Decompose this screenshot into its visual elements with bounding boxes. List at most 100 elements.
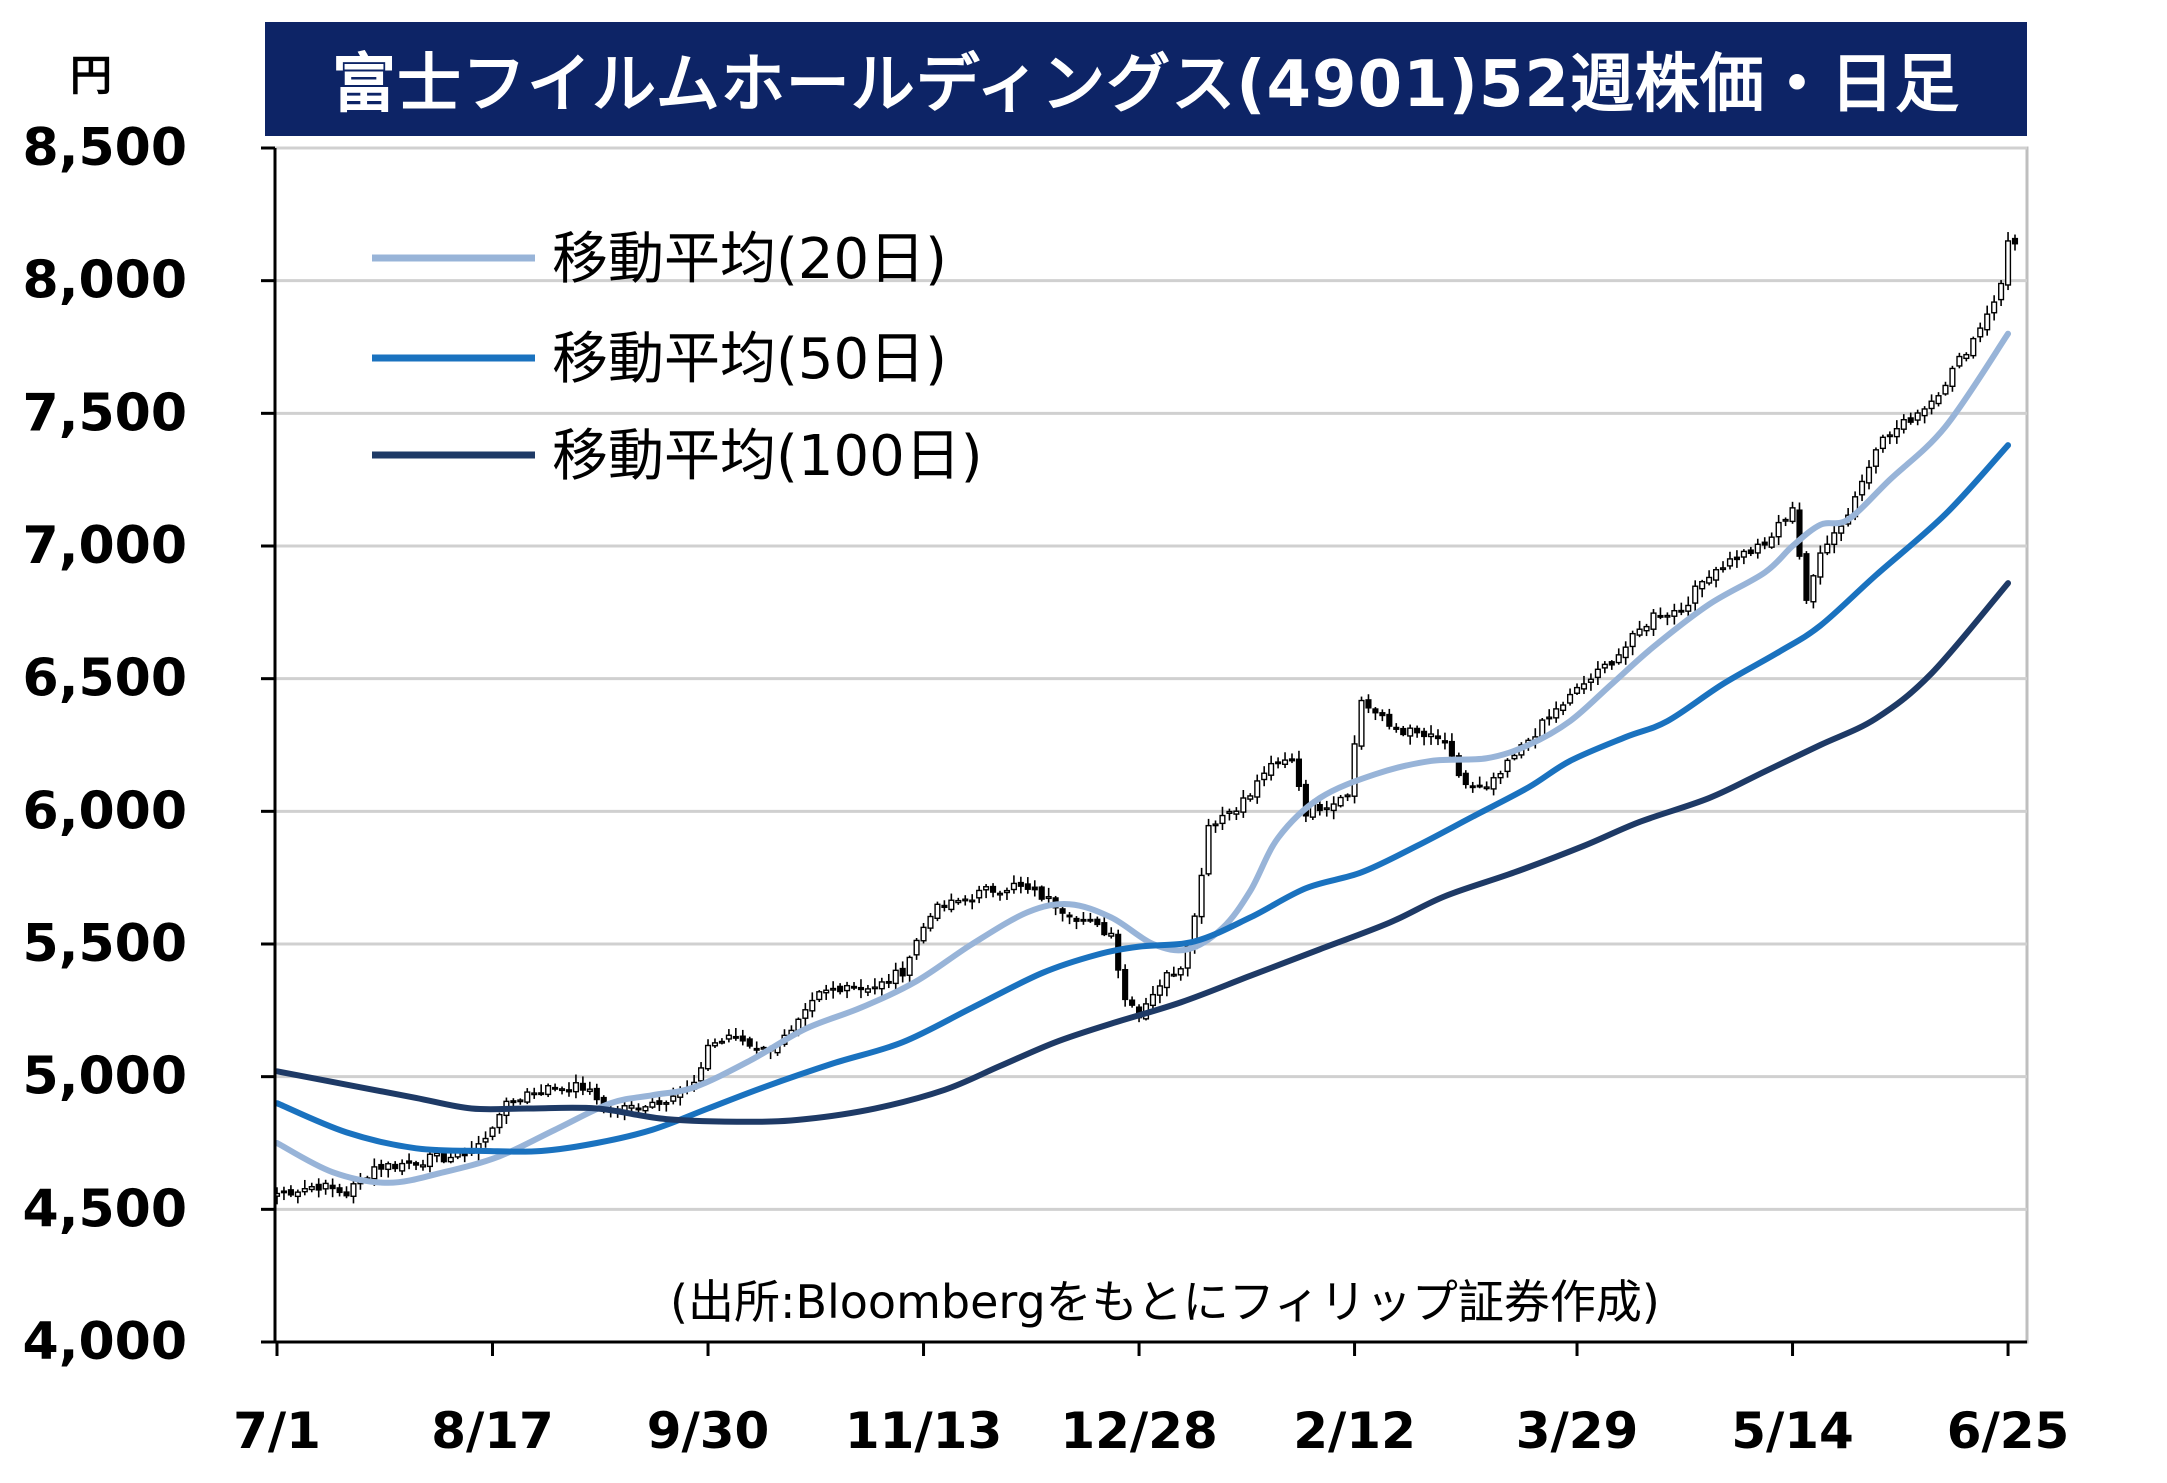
candle-body bbox=[440, 1152, 447, 1163]
candle-body bbox=[1177, 968, 1184, 976]
candle-body bbox=[1031, 886, 1038, 891]
candle-body bbox=[635, 1107, 642, 1111]
candle-body bbox=[948, 899, 955, 911]
candle-body bbox=[558, 1088, 566, 1092]
candle-body bbox=[371, 1166, 378, 1180]
candle-body bbox=[336, 1187, 343, 1194]
candle-body bbox=[1163, 972, 1170, 989]
candle-body bbox=[1129, 999, 1136, 1006]
candle-body bbox=[996, 892, 1004, 896]
candle-body bbox=[1928, 400, 1935, 410]
candle-body bbox=[1754, 543, 1761, 554]
candle-body bbox=[1970, 337, 1977, 357]
y-tick-label: 8,000 bbox=[23, 251, 187, 311]
candle-body bbox=[510, 1100, 517, 1104]
candle-body bbox=[1775, 521, 1782, 538]
candle-body bbox=[1678, 609, 1685, 613]
candle-body bbox=[1212, 823, 1219, 827]
y-tick-label: 4,000 bbox=[23, 1312, 187, 1372]
candle-body bbox=[1024, 883, 1031, 890]
candle-body bbox=[1455, 755, 1462, 777]
x-tick-label: 7/1 bbox=[233, 1402, 321, 1460]
candle-body bbox=[885, 980, 892, 984]
candle-body bbox=[1226, 810, 1233, 814]
candle-body bbox=[1268, 762, 1275, 776]
candle-body bbox=[1768, 536, 1775, 548]
candle-body bbox=[1796, 509, 1803, 557]
candle-body bbox=[1469, 785, 1476, 789]
candle-body bbox=[663, 1101, 670, 1105]
legend: 移動平均(20日) 移動平均(50日) 移動平均(100日) bbox=[372, 227, 983, 489]
candle-body bbox=[350, 1183, 357, 1197]
candle-body bbox=[711, 1042, 719, 1047]
candle-body bbox=[1302, 783, 1309, 817]
candle-body bbox=[1713, 569, 1720, 581]
candle-body bbox=[1407, 727, 1414, 737]
candle-body bbox=[1240, 797, 1247, 813]
candle-body bbox=[1803, 553, 1810, 601]
candle-body bbox=[850, 985, 858, 989]
candle-body bbox=[1108, 932, 1115, 937]
candle-body bbox=[1692, 585, 1699, 604]
legend-label-ma100: 移動平均(100日) bbox=[552, 424, 983, 489]
candle-body bbox=[857, 986, 865, 991]
candle-body bbox=[1219, 814, 1226, 825]
candle-body bbox=[1448, 740, 1455, 757]
candle-body bbox=[545, 1085, 552, 1096]
candle-body bbox=[2011, 237, 2019, 245]
candle-body bbox=[1017, 881, 1024, 887]
candle-body bbox=[1560, 704, 1567, 712]
candle-body bbox=[746, 1038, 753, 1047]
candle-body bbox=[1372, 708, 1379, 714]
candle-body bbox=[1490, 777, 1497, 790]
candle-body bbox=[1991, 301, 1998, 314]
grid-layer bbox=[273, 146, 2029, 1344]
candle-body bbox=[308, 1186, 315, 1191]
candle-body bbox=[1281, 759, 1289, 765]
candle-body bbox=[920, 926, 927, 942]
candle-body bbox=[1636, 628, 1643, 636]
candle-body bbox=[1504, 759, 1511, 773]
candle-body bbox=[1254, 780, 1261, 798]
candle-body bbox=[1907, 417, 1914, 423]
candle-body bbox=[322, 1182, 329, 1190]
candle-body bbox=[878, 981, 885, 990]
candle-body bbox=[989, 885, 997, 893]
x-tick-label: 6/25 bbox=[1947, 1402, 2070, 1460]
candle-body bbox=[1101, 922, 1108, 936]
candle-body bbox=[1094, 918, 1101, 926]
candle-body bbox=[1149, 993, 1157, 1007]
candle-body bbox=[913, 939, 920, 956]
candle-body bbox=[489, 1127, 496, 1138]
y-tick-label: 6,500 bbox=[23, 649, 187, 709]
candle-body bbox=[962, 898, 969, 902]
candle-body bbox=[1198, 874, 1205, 918]
candle-body bbox=[1664, 614, 1671, 618]
legend-label-ma50: 移動平均(50日) bbox=[552, 327, 947, 392]
candle-body bbox=[586, 1088, 593, 1093]
candle-body bbox=[1261, 772, 1268, 781]
candle-body bbox=[1330, 803, 1337, 812]
title-banner: 富士フイルムホールディングス(4901)52週株価・日足 bbox=[265, 22, 2027, 136]
candle-body bbox=[871, 986, 878, 990]
candle-body bbox=[412, 1162, 420, 1166]
candle-body bbox=[1824, 543, 1831, 554]
x-tick-label: 11/13 bbox=[845, 1402, 1002, 1460]
candle-body bbox=[1073, 917, 1080, 922]
candle-body bbox=[378, 1163, 385, 1170]
candle-body bbox=[837, 985, 844, 993]
candle-body bbox=[1010, 882, 1017, 891]
candle-body bbox=[1963, 353, 1970, 360]
candle-body bbox=[1699, 580, 1706, 590]
candle-body bbox=[1038, 886, 1045, 900]
candle-body bbox=[1567, 693, 1574, 704]
candle-body bbox=[482, 1137, 489, 1143]
candle-body bbox=[552, 1086, 559, 1090]
candle-body bbox=[1553, 708, 1560, 719]
legend-label-ma20: 移動平均(20日) bbox=[552, 227, 947, 292]
candle-body bbox=[1434, 735, 1442, 740]
candle-body bbox=[809, 999, 816, 1012]
chart-title: 富士フイルムホールディングス(4901)52週株価・日足 bbox=[332, 48, 1960, 122]
